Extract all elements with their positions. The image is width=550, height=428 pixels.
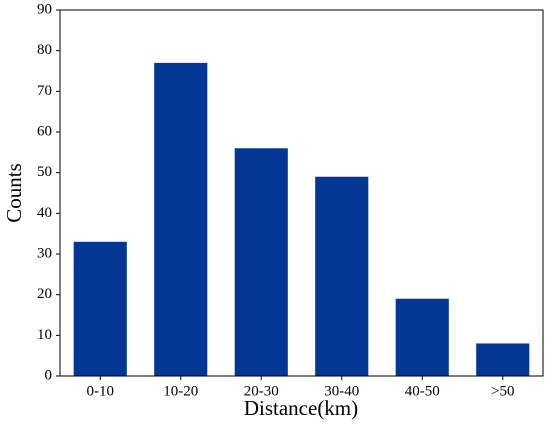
x-tick-label: 30-40	[324, 383, 359, 399]
bar	[154, 62, 208, 376]
y-tick-label: 80	[37, 42, 52, 58]
y-tick-label: 20	[37, 286, 52, 302]
x-axis-label: Distance(km)	[244, 396, 358, 420]
bar	[73, 241, 127, 376]
bar	[315, 176, 369, 376]
y-tick-label: 10	[37, 327, 52, 343]
bar	[476, 343, 530, 376]
y-tick-label: 90	[37, 1, 52, 17]
y-tick-label: 30	[37, 245, 52, 261]
y-tick-label: 60	[37, 123, 52, 139]
plot-frame	[59, 9, 544, 377]
y-tick-label: 50	[37, 164, 52, 180]
y-axis-label: Counts	[2, 163, 26, 223]
bar	[234, 148, 288, 376]
x-tick-label: 40-50	[405, 383, 440, 399]
y-tick-label: 0	[45, 367, 53, 383]
x-tick-label: 10-20	[163, 383, 198, 399]
y-tick-label: 40	[37, 205, 52, 221]
x-tick-label: 0-10	[87, 383, 115, 399]
bar	[395, 298, 449, 376]
x-tick-label: >50	[491, 383, 514, 399]
y-tick-label: 70	[37, 83, 52, 99]
x-tick-label: 20-30	[244, 383, 279, 399]
